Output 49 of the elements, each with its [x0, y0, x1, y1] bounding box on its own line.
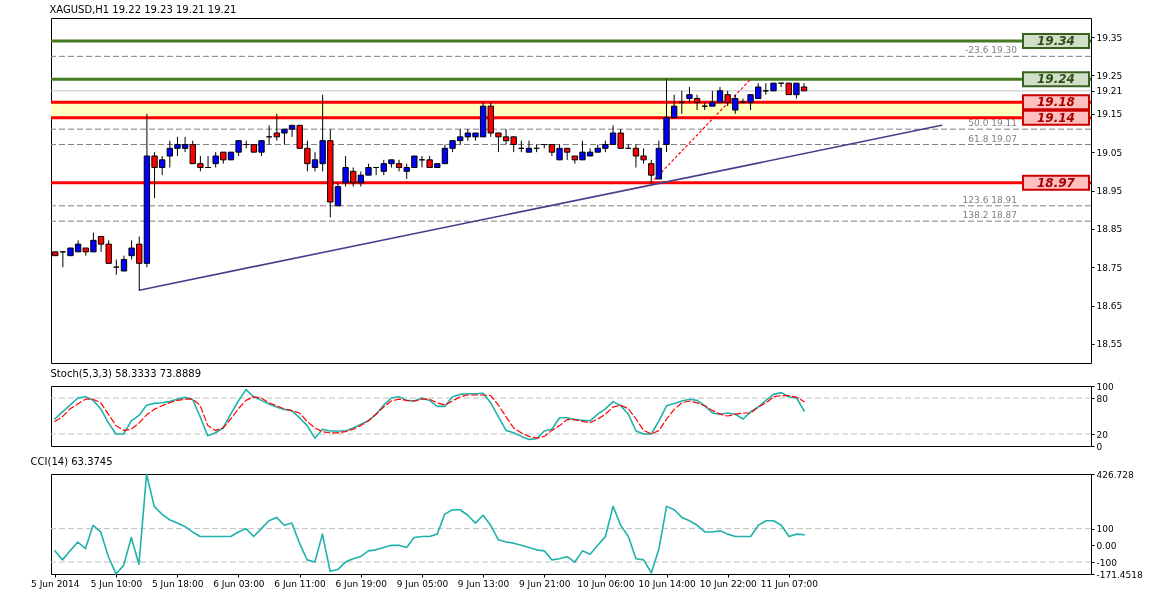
y-tick-label: 19.05 — [1096, 147, 1123, 158]
y-tick-label: 19.15 — [1096, 109, 1123, 120]
x-tick-label: 10 Jun 06:00 — [577, 578, 635, 589]
y-tick-label: -100 — [1096, 557, 1118, 568]
x-tick-label: 9 Jun 13:00 — [457, 578, 510, 589]
y-tick-label: 80 — [1096, 393, 1109, 404]
line-series — [54, 473, 806, 575]
ref-line-label: 19.18 — [1037, 95, 1075, 110]
y-tick-label: 100 — [1096, 524, 1114, 535]
ref-line-label: 18.97 — [1037, 175, 1076, 190]
y-tick-label: 0 — [1096, 441, 1103, 452]
x-tick-label: 10 Jun 14:00 — [638, 578, 696, 589]
y-tick-label: 19.35 — [1096, 32, 1123, 43]
x-tick-label: 11 Jun 07:00 — [760, 578, 819, 589]
y-tick-label: -171.4518 — [1096, 569, 1143, 580]
y-tick-label: 18.75 — [1096, 262, 1123, 273]
line-series — [54, 388, 806, 441]
ref-line-label: -23.6 19.30 — [965, 45, 1018, 56]
ref-line-label: 19.14 — [1037, 110, 1075, 125]
y-tick-label: 19.25 — [1096, 71, 1123, 81]
x-tick-label: 9 Jun 21:00 — [519, 578, 571, 589]
y-tick-label: 19.21 — [1096, 86, 1123, 97]
chart-title: XAGUSD,H1 19.22 19.23 19.21 19.21 — [49, 4, 237, 15]
y-tick-label: 0.00 — [1096, 540, 1117, 551]
x-tick-label: 5 Jun 18:00 — [151, 578, 204, 589]
y-tick-label: 18.95 — [1096, 186, 1123, 196]
y-tick-label: 18.65 — [1096, 301, 1123, 311]
y-tick-label: 18.55 — [1096, 339, 1123, 350]
x-tick-label: 9 Jun 05:00 — [396, 578, 449, 589]
x-tick-label: 5 Jun 10:00 — [90, 578, 143, 589]
ref-line-label: 50.0 19.11 — [968, 118, 1017, 129]
x-tick-label: 6 Jun 19:00 — [335, 578, 388, 589]
y-tick-label: 18.85 — [1096, 224, 1123, 235]
x-tick-label: 10 Jun 22:00 — [699, 578, 758, 589]
ref-line-label: 19.24 — [1037, 72, 1075, 87]
x-tick-label: 6 Jun 03:00 — [213, 578, 265, 589]
x-tick-label: 5 Jun 2014 — [31, 578, 80, 589]
chart-title: CCI(14) 63.3745 — [30, 456, 113, 467]
candlestick — [525, 140, 533, 153]
chart-title: Stoch(5,3,3) 58.3333 73.8889 — [50, 368, 202, 379]
ref-line-label: 138.2 18.87 — [962, 210, 1017, 221]
ref-line-label: 19.34 — [1037, 34, 1075, 48]
y-tick-label: 100 — [1096, 381, 1114, 392]
y-tick-label: 426.728 — [1096, 469, 1134, 480]
y-tick-label: 20 — [1096, 429, 1109, 440]
ref-line-label: 61.8 19.07 — [968, 133, 1017, 144]
ref-line-label: 123.6 18.91 — [962, 194, 1017, 205]
x-tick-label: 6 Jun 11:00 — [274, 578, 327, 589]
line-series — [54, 394, 805, 439]
